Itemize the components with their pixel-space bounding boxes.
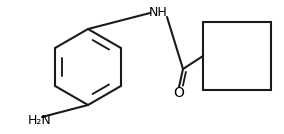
Text: H₂N: H₂N [28, 114, 52, 127]
Text: O: O [174, 86, 184, 100]
Text: NH: NH [149, 7, 167, 20]
